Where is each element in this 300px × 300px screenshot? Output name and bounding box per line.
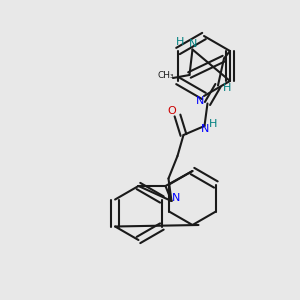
Text: N: N	[172, 193, 180, 203]
Text: H: H	[176, 37, 185, 47]
Text: N: N	[201, 124, 210, 134]
Text: O: O	[168, 106, 176, 116]
Text: N: N	[189, 39, 198, 49]
Text: H: H	[209, 119, 218, 130]
Text: CH₃: CH₃	[157, 70, 174, 80]
Text: N: N	[196, 96, 204, 106]
Text: H: H	[223, 83, 231, 94]
